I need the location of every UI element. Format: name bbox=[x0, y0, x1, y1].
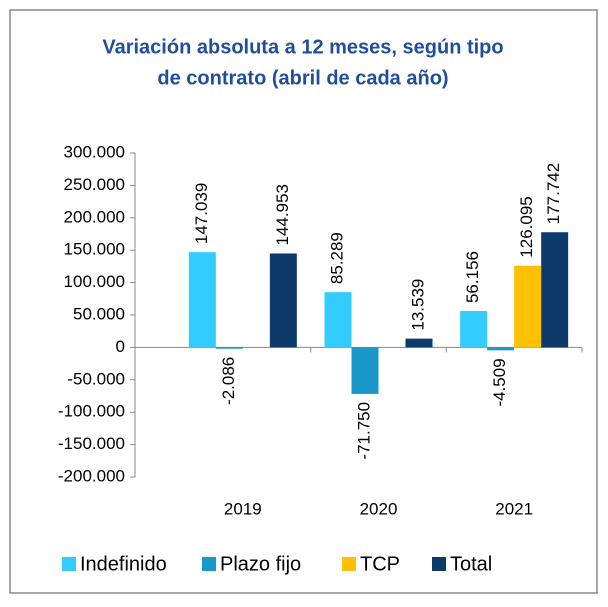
x-tick-label: 2020 bbox=[360, 499, 398, 518]
legend-label: TCP bbox=[360, 553, 400, 575]
bar bbox=[405, 338, 433, 348]
bar bbox=[324, 292, 352, 348]
y-tick-label: 250.000 bbox=[64, 175, 125, 194]
legend-swatch bbox=[62, 557, 76, 571]
y-tick-label: 300.000 bbox=[64, 142, 125, 161]
bar bbox=[351, 347, 379, 394]
y-tick-label: 100.000 bbox=[64, 272, 125, 291]
data-label: 147.039 bbox=[192, 183, 211, 244]
y-tick-label: 0 bbox=[116, 337, 125, 356]
legend-swatch bbox=[202, 557, 216, 571]
data-label: 144.953 bbox=[273, 184, 292, 245]
y-tick-label: 50.000 bbox=[73, 304, 125, 323]
legend-swatch bbox=[432, 557, 446, 571]
y-tick-label: 200.000 bbox=[64, 207, 125, 226]
bar bbox=[269, 253, 297, 348]
chart-title: de contrato (abril de cada año) bbox=[157, 67, 448, 89]
y-tick-label: -150.000 bbox=[58, 434, 125, 453]
y-tick-label: -100.000 bbox=[58, 402, 125, 421]
data-label: 85.289 bbox=[327, 232, 346, 284]
legend-label: Total bbox=[450, 553, 492, 575]
data-label: 56.156 bbox=[463, 251, 482, 303]
legend-label: Plazo fijo bbox=[220, 553, 301, 575]
data-label: 177.742 bbox=[544, 163, 563, 224]
chart-title: Variación absoluta a 12 meses, según tip… bbox=[102, 36, 503, 58]
data-label: 126.095 bbox=[517, 196, 536, 257]
bar bbox=[541, 232, 569, 348]
data-label: -2.086 bbox=[219, 357, 238, 405]
data-label: -4.509 bbox=[490, 358, 509, 406]
data-label: 13.539 bbox=[408, 279, 427, 331]
legend-label: Indefinido bbox=[80, 553, 167, 575]
bar bbox=[215, 347, 243, 349]
x-tick-label: 2019 bbox=[224, 499, 262, 518]
bar bbox=[188, 252, 216, 348]
legend-swatch bbox=[342, 557, 356, 571]
bar bbox=[514, 265, 542, 348]
bar bbox=[460, 311, 488, 348]
data-label: -71.750 bbox=[354, 402, 373, 460]
y-tick-label: -50.000 bbox=[67, 369, 125, 388]
y-tick-label: -200.000 bbox=[58, 466, 125, 485]
chart-frame bbox=[9, 9, 598, 594]
bar bbox=[487, 347, 515, 351]
y-tick-label: 150.000 bbox=[64, 240, 125, 259]
x-tick-label: 2021 bbox=[495, 499, 533, 518]
